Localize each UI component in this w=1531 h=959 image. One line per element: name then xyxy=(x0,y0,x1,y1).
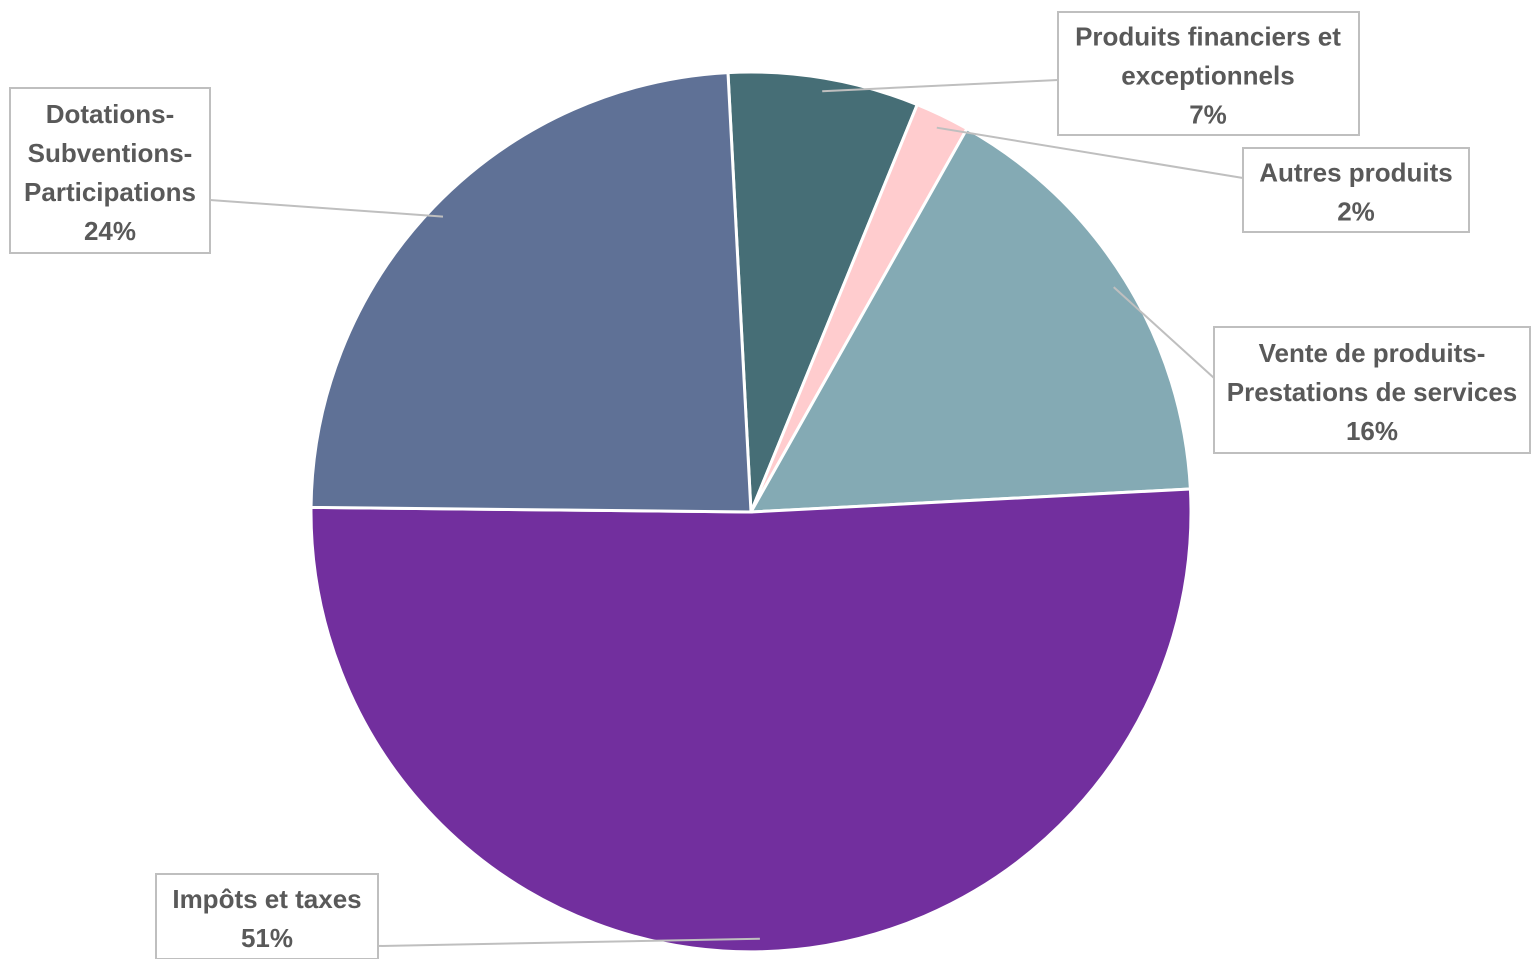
data-label-percent: 24% xyxy=(84,216,136,246)
data-label-category: Autres produits xyxy=(1259,157,1453,187)
data-label-produits-financiers-et-exceptionnels: Produits financiers et exceptionnels 7% xyxy=(1057,11,1360,136)
data-label-box xyxy=(9,87,211,254)
leader-line-dotations-subventions-participations xyxy=(209,199,444,218)
leader-line-impots-et-taxes xyxy=(377,937,760,947)
leader-lines xyxy=(209,79,1244,947)
data-label-box xyxy=(1057,11,1360,136)
pie-slice-dotations-subventions-participations xyxy=(309,71,753,514)
data-label-callouts: Produits financiers et exceptionnels 7% Aut… xyxy=(9,11,1531,959)
data-label-percent: 7% xyxy=(1189,99,1227,129)
leader-line-produits-financiers-et-exceptionnels xyxy=(822,79,1059,93)
pie-slices xyxy=(309,70,1193,954)
data-label-box xyxy=(1242,147,1470,233)
data-label-category: Produits financiers et xyxy=(1075,21,1341,51)
pie-slice-produits-financiers-et-exceptionnels xyxy=(726,70,920,513)
data-label-percent: 2% xyxy=(1337,196,1375,226)
data-label-category: exceptionnels xyxy=(1121,60,1294,90)
data-label-category: Dotations- xyxy=(46,99,175,129)
data-label-category: Impôts et taxes xyxy=(172,884,361,914)
data-label-autres-produits: Autres produits 2% xyxy=(1242,147,1470,233)
leader-line-vente-de-produits-prestations-de-services xyxy=(1113,286,1215,379)
data-label-box xyxy=(155,873,379,959)
leader-line-autres-produits xyxy=(936,126,1244,179)
data-label-vente-de-produits-prestations-de-services: Vente de produits- Prestations de service… xyxy=(1213,326,1531,454)
data-label-dotations-subventions-participations: Dotations- Subventions- Participations 24% xyxy=(9,87,211,254)
data-label-impots-et-taxes: Impôts et taxes 51% xyxy=(155,873,379,959)
data-label-box xyxy=(1213,326,1531,454)
pie-slice-vente-de-produits-prestations-de-services xyxy=(748,126,1192,514)
data-label-percent: 16% xyxy=(1346,416,1398,446)
data-label-category: Subventions- xyxy=(28,138,193,168)
pie-slice-impots-et-taxes xyxy=(309,487,1193,954)
data-label-category: Participations xyxy=(24,177,196,207)
data-label-category: Prestations de services xyxy=(1227,377,1518,407)
data-label-percent: 51% xyxy=(241,923,293,953)
data-label-category: Vente de produits- xyxy=(1259,338,1486,368)
